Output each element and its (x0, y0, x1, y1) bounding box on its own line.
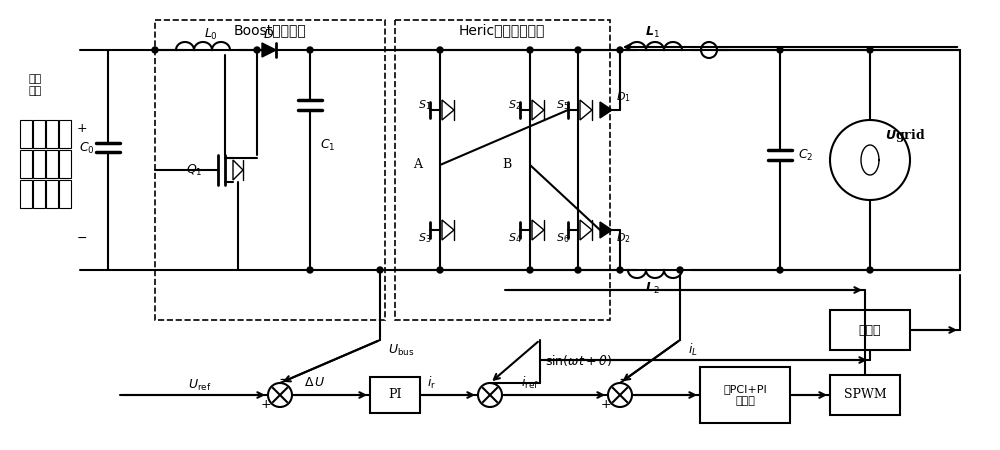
Bar (20, 180, 32, 208)
Bar (830, 310, 910, 350)
Text: SPWM: SPWM (844, 388, 886, 401)
Circle shape (527, 47, 533, 53)
Text: $D$: $D$ (263, 28, 275, 41)
Text: $\sin(\omega t+\theta)$: $\sin(\omega t+\theta)$ (545, 352, 612, 368)
Text: $\boldsymbol{L}_2$: $\boldsymbol{L}_2$ (645, 280, 659, 296)
Text: Heric全桥逆变电路: Heric全桥逆变电路 (459, 23, 545, 37)
Circle shape (867, 267, 873, 273)
Text: $S_1$: $S_1$ (418, 98, 432, 112)
Polygon shape (442, 220, 454, 240)
Text: +: + (261, 399, 271, 411)
Circle shape (254, 47, 260, 53)
Text: $Q_1$: $Q_1$ (186, 162, 203, 178)
Bar (59, 120, 71, 148)
Polygon shape (580, 220, 592, 240)
Polygon shape (233, 160, 243, 180)
Text: $\boldsymbol{U}$grid: $\boldsymbol{U}$grid (885, 126, 926, 144)
Circle shape (437, 47, 443, 53)
Text: B: B (503, 158, 512, 171)
Polygon shape (600, 222, 612, 238)
Text: $\boldsymbol{L}_1$: $\boldsymbol{L}_1$ (645, 24, 659, 40)
Circle shape (575, 47, 581, 53)
Circle shape (677, 267, 683, 273)
Bar (20, 120, 32, 148)
Bar (59, 150, 71, 178)
Text: $\Delta\,U$: $\Delta\,U$ (304, 377, 326, 390)
Circle shape (575, 267, 581, 273)
Text: −: − (619, 373, 631, 387)
Circle shape (437, 267, 443, 273)
Bar (33, 150, 45, 178)
Text: 锁相环: 锁相环 (859, 324, 881, 337)
Text: $D_2$: $D_2$ (616, 231, 631, 245)
Bar (20, 150, 32, 178)
Circle shape (777, 267, 783, 273)
Circle shape (527, 267, 533, 273)
Text: $i_{\mathrm{r}}$: $i_{\mathrm{r}}$ (427, 375, 437, 391)
Text: $i_L$: $i_L$ (688, 342, 698, 358)
Polygon shape (580, 100, 592, 120)
Bar (370, 377, 420, 413)
Polygon shape (532, 100, 544, 120)
Circle shape (777, 47, 783, 53)
Bar (33, 120, 45, 148)
Text: Boost升压电路: Boost升压电路 (234, 23, 306, 37)
Circle shape (307, 47, 313, 53)
Polygon shape (532, 220, 544, 240)
Text: $S_6$: $S_6$ (556, 231, 570, 245)
Text: $S_5$: $S_5$ (556, 98, 570, 112)
Text: $S_2$: $S_2$ (508, 98, 522, 112)
Circle shape (307, 267, 313, 273)
Circle shape (867, 47, 873, 53)
Text: 光伏
阵列: 光伏 阵列 (28, 74, 42, 96)
Text: $D_1$: $D_1$ (616, 90, 631, 104)
Text: $U_{\mathrm{bus}}$: $U_{\mathrm{bus}}$ (388, 342, 414, 358)
Bar (700, 367, 790, 423)
Polygon shape (262, 43, 276, 57)
Text: −: − (279, 373, 291, 387)
Bar (59, 180, 71, 208)
Bar (33, 180, 45, 208)
Circle shape (377, 267, 383, 273)
Text: −: − (77, 231, 87, 244)
Bar (155, 20, 385, 320)
Circle shape (152, 47, 158, 53)
Polygon shape (442, 100, 454, 120)
Text: $S_4$: $S_4$ (508, 231, 522, 245)
Text: PI: PI (388, 388, 402, 401)
Text: $S_3$: $S_3$ (418, 231, 432, 245)
Text: +: + (601, 399, 611, 411)
Circle shape (617, 47, 623, 53)
Text: $i_{\mathrm{ref}}$: $i_{\mathrm{ref}}$ (521, 375, 539, 391)
Bar (395, 20, 610, 320)
Text: $C_1$: $C_1$ (320, 137, 336, 153)
Text: $C_2$: $C_2$ (798, 148, 813, 162)
Polygon shape (600, 102, 612, 118)
Bar (46, 150, 58, 178)
Text: A: A (413, 158, 422, 171)
Text: 准PCI+PI
控制器: 准PCI+PI 控制器 (723, 384, 767, 406)
Text: $C_0$: $C_0$ (79, 140, 95, 156)
Circle shape (617, 267, 623, 273)
Text: +: + (77, 122, 87, 135)
Text: $L_0$: $L_0$ (204, 27, 218, 41)
Bar (830, 375, 900, 415)
Text: $U_{\mathrm{ref}}$: $U_{\mathrm{ref}}$ (188, 378, 212, 392)
Bar (46, 120, 58, 148)
Bar (46, 180, 58, 208)
